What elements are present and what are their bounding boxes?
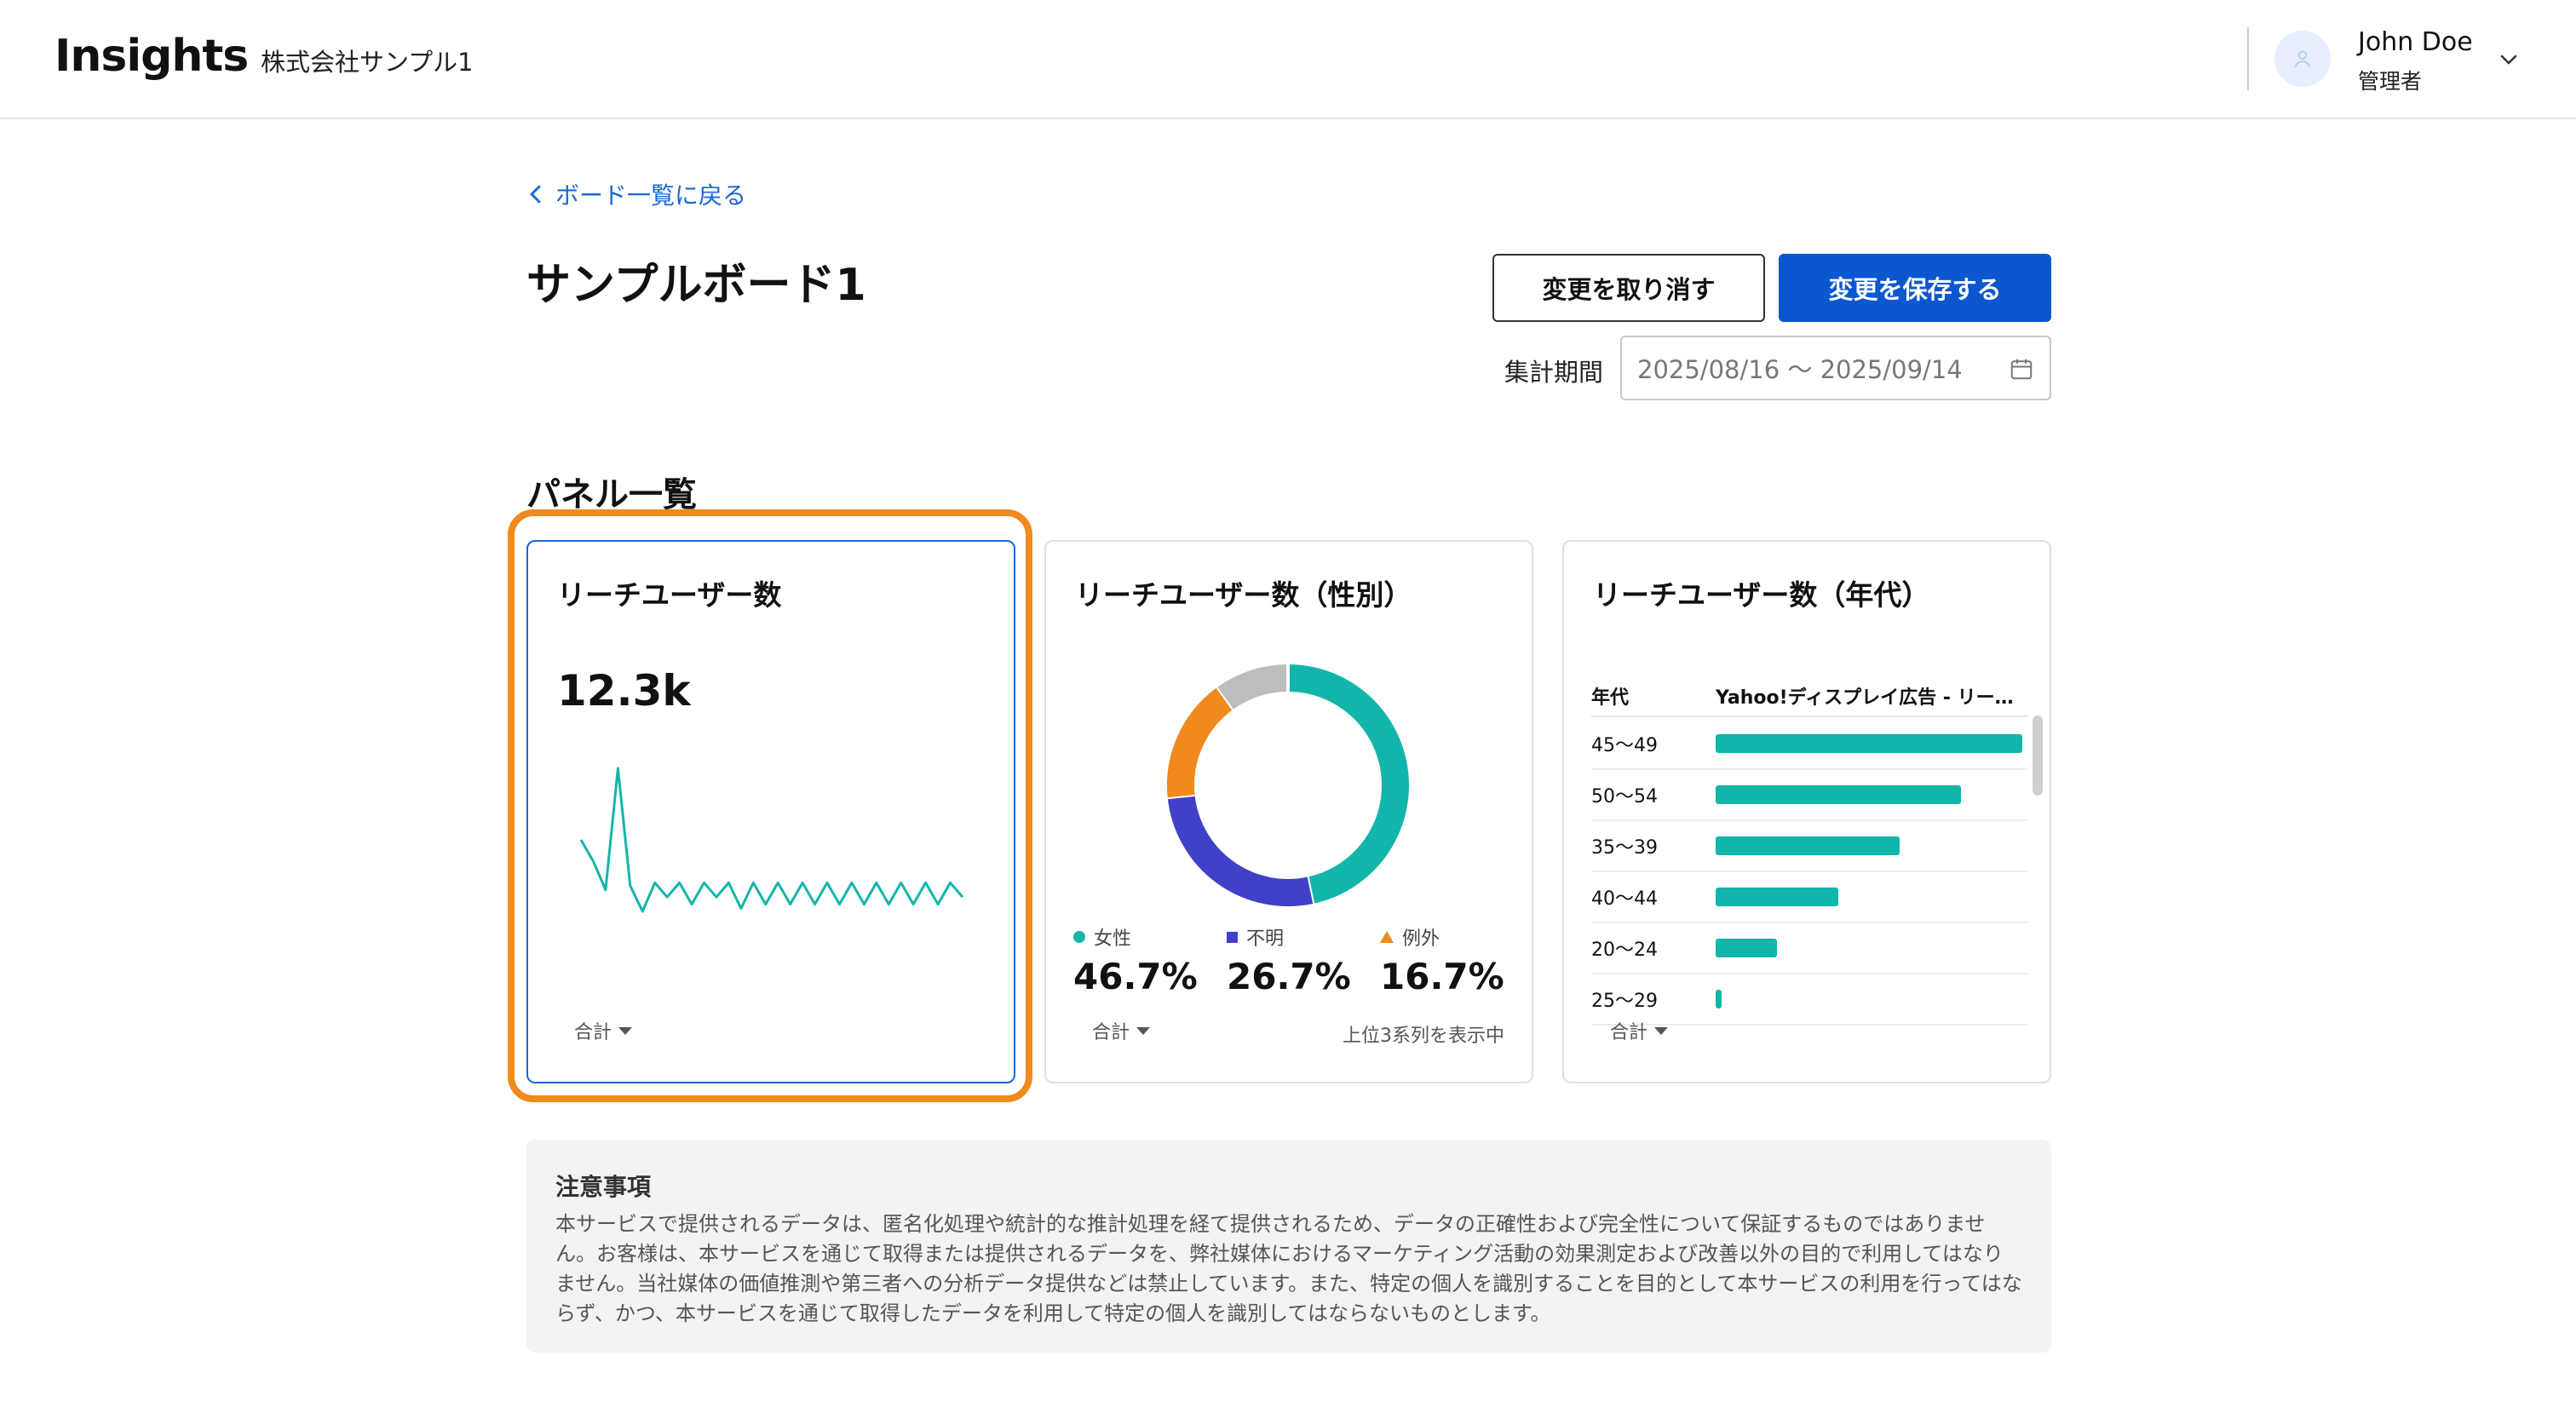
age-range-label: 50〜54 bbox=[1591, 786, 1658, 807]
user-role: 管理者 bbox=[2358, 69, 2423, 94]
legend-label: 例外 bbox=[1402, 928, 1440, 950]
slice-separator bbox=[1166, 792, 1196, 800]
column-header-series: Yahoo!ディスプレイ広告 - リーチ... bbox=[1716, 687, 2022, 709]
circle-icon bbox=[1073, 931, 1085, 943]
gender-donut-chart bbox=[1166, 664, 1409, 906]
age-range-label: 20〜24 bbox=[1591, 939, 1658, 961]
legend-label: 女性 bbox=[1094, 928, 1132, 950]
app-header: Insights 株式会社サンプル1 John Doe 管理者 bbox=[0, 0, 2576, 119]
caret-down-icon bbox=[1654, 1026, 1669, 1035]
donut-slice-3 bbox=[1167, 687, 1234, 798]
aggregation-dropdown[interactable]: 合計 bbox=[1610, 1017, 1669, 1044]
age-bar bbox=[1716, 939, 1777, 957]
panel-reach-users-age[interactable]: リーチユーザー数（年代） 年代 Yahoo!ディスプレイ広告 - リーチ... … bbox=[1562, 540, 2051, 1083]
notice-body: 本サービスで提供されるデータは、匿名化処理や統計的な推計処理を経て提供されるため… bbox=[555, 1212, 2022, 1325]
slice-separator bbox=[1305, 876, 1315, 905]
company-name: 株式会社サンプル1 bbox=[261, 48, 474, 77]
legend-value: 46.7% bbox=[1073, 956, 1198, 997]
age-table-row: 45〜49 bbox=[1591, 719, 2027, 770]
period-value: 2025/08/16 〜 2025/09/14 bbox=[1637, 355, 1963, 384]
age-table-row: 50〜54 bbox=[1591, 770, 2027, 821]
avatar[interactable] bbox=[2274, 31, 2331, 87]
panel-title: リーチユーザー数（年代） bbox=[1593, 578, 1930, 612]
chevron-down-icon[interactable] bbox=[2496, 46, 2521, 72]
top-series-note: 上位3系列を表示中 bbox=[1343, 1026, 1504, 1047]
user-icon bbox=[2294, 50, 2311, 68]
cancel-changes-button[interactable]: 変更を取り消す bbox=[1492, 254, 1765, 322]
chevron-left-icon bbox=[530, 185, 541, 204]
page-title: サンプルボード1 bbox=[526, 260, 866, 311]
age-bar bbox=[1716, 990, 1722, 1008]
calendar-icon[interactable] bbox=[2009, 356, 2034, 382]
aggregation-label: 合計 bbox=[1092, 1022, 1130, 1043]
age-table-row: 25〜29 bbox=[1591, 974, 2027, 1026]
caret-down-icon bbox=[1136, 1026, 1151, 1035]
triangle-icon bbox=[1380, 931, 1394, 943]
age-table-row: 35〜39 bbox=[1591, 821, 2027, 872]
aggregation-label: 合計 bbox=[574, 1022, 612, 1043]
back-link-label: ボード一覧に戻る bbox=[555, 181, 747, 210]
donut-slice-1 bbox=[1287, 664, 1409, 904]
age-range-label: 45〜49 bbox=[1591, 735, 1658, 756]
age-bar bbox=[1716, 836, 1900, 855]
save-changes-button[interactable]: 変更を保存する bbox=[1779, 254, 2051, 322]
table-scrollbar[interactable] bbox=[2033, 715, 2043, 796]
panel-list-heading: パネル一覧 bbox=[526, 475, 697, 514]
age-table-row: 20〜24 bbox=[1591, 923, 2027, 974]
back-to-boards-link[interactable]: ボード一覧に戻る bbox=[526, 177, 746, 211]
period-date-input[interactable]: 2025/08/16 〜 2025/09/14 bbox=[1620, 336, 2051, 400]
notice-title: 注意事項 bbox=[555, 1173, 652, 1201]
legend-value: 26.7% bbox=[1227, 956, 1351, 997]
caret-down-icon bbox=[618, 1026, 633, 1035]
reach-total-value: 12.3k bbox=[557, 666, 691, 715]
age-range-label: 35〜39 bbox=[1591, 837, 1658, 859]
legend-label: 不明 bbox=[1246, 928, 1285, 950]
panel-reach-users[interactable]: リーチユーザー数 12.3k 合計 bbox=[526, 540, 1015, 1083]
panel-title: リーチユーザー数 bbox=[557, 578, 782, 612]
legend-item-unknown: 不明 26.7% bbox=[1227, 923, 1351, 997]
notice-box: 注意事項 本サービスで提供されるデータは、匿名化処理や統計的な推計処理を経て提供… bbox=[526, 1140, 2051, 1353]
app-logo[interactable]: Insights bbox=[55, 31, 249, 82]
age-table-header: 年代 Yahoo!ディスプレイ広告 - リーチ... bbox=[1591, 676, 2027, 717]
age-range-label: 40〜44 bbox=[1591, 888, 1658, 910]
aggregation-dropdown[interactable]: 合計 bbox=[574, 1017, 633, 1044]
legend-item-female: 女性 46.7% bbox=[1073, 923, 1198, 997]
sparkline-series bbox=[579, 767, 964, 913]
square-icon bbox=[1227, 931, 1238, 943]
panel-reach-users-gender[interactable]: リーチユーザー数（性別） 女性 46.7% 不明 26.7% 例外 16.7% … bbox=[1044, 540, 1533, 1083]
panel-title: リーチユーザー数（性別） bbox=[1075, 578, 1412, 612]
legend-value: 16.7% bbox=[1380, 956, 1504, 997]
legend-item-exception: 例外 16.7% bbox=[1380, 923, 1504, 997]
user-name[interactable]: John Doe bbox=[2358, 27, 2473, 57]
age-bar bbox=[1716, 734, 2022, 753]
header-divider bbox=[2247, 27, 2249, 90]
age-bar bbox=[1716, 785, 1961, 804]
donut-slice-2 bbox=[1167, 794, 1314, 906]
age-bar bbox=[1716, 888, 1838, 906]
age-table-row: 40〜44 bbox=[1591, 872, 2027, 923]
age-range-label: 25〜29 bbox=[1591, 991, 1658, 1012]
donut-slice-4 bbox=[1217, 664, 1289, 710]
period-label: 集計期間 bbox=[1504, 358, 1604, 387]
column-header-age: 年代 bbox=[1591, 687, 1630, 709]
aggregation-label: 合計 bbox=[1610, 1022, 1648, 1043]
aggregation-dropdown[interactable]: 合計 bbox=[1092, 1017, 1151, 1044]
reach-sparkline-chart bbox=[579, 767, 964, 913]
